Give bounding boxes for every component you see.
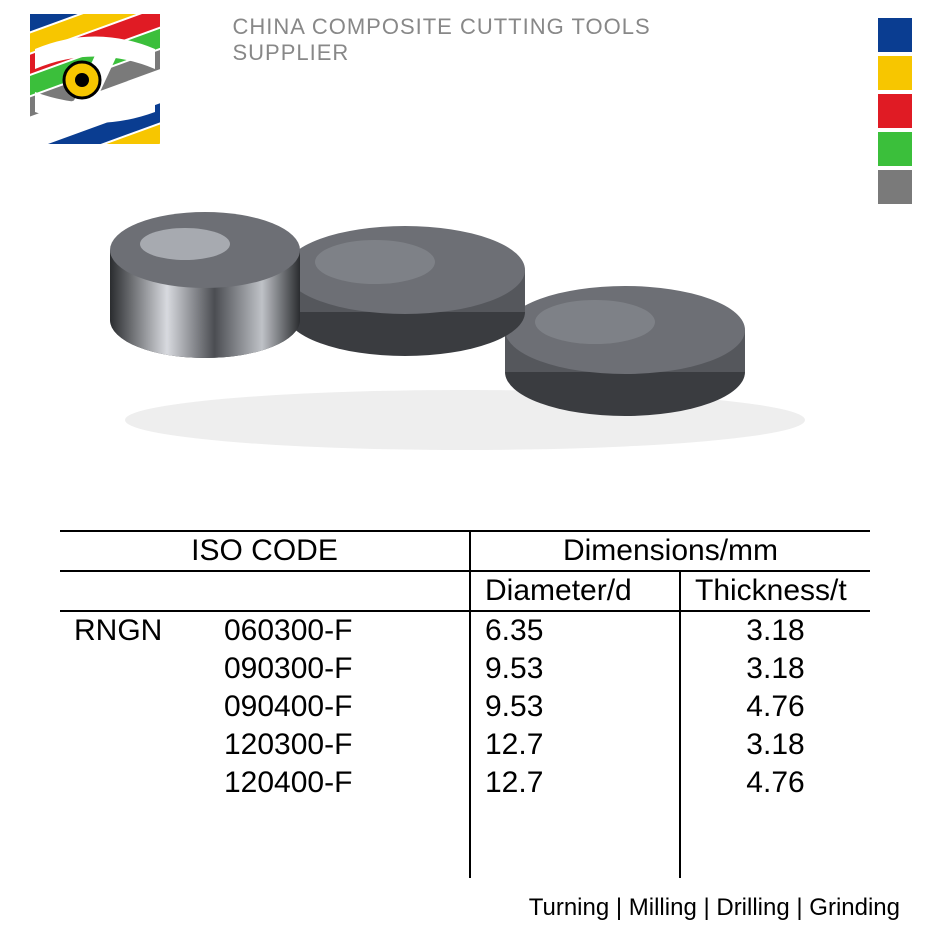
cell-code: 120400-F	[210, 764, 470, 802]
color-square-yellow	[878, 56, 912, 90]
cell-series: RNGN	[60, 611, 210, 650]
cell-t: 4.76	[680, 688, 870, 726]
th-diameter: Diameter/d	[470, 571, 680, 611]
th-thickness: Thickness/t	[680, 571, 870, 611]
cell-d: 9.53	[470, 688, 680, 726]
color-square-grey	[878, 170, 912, 204]
th-blank2	[210, 571, 470, 611]
color-legend	[878, 18, 912, 204]
color-square-red	[878, 94, 912, 128]
header-tagline: CHINA COMPOSITE CUTTING TOOLS SUPPLIER	[233, 14, 698, 66]
cell-d: 12.7	[470, 726, 680, 764]
th-dimensions: Dimensions/mm	[470, 531, 870, 571]
color-square-blue	[878, 18, 912, 52]
cell-d: 9.53	[470, 650, 680, 688]
product-image	[105, 100, 825, 480]
cell-d: 6.35	[470, 611, 680, 650]
cell-t: 4.76	[680, 764, 870, 802]
cell-t: 3.18	[680, 726, 870, 764]
footer-services: Turning | Milling | Drilling | Grinding	[529, 894, 900, 922]
cell-t: 3.18	[680, 650, 870, 688]
cell-code: 090400-F	[210, 688, 470, 726]
cell-code: 120300-F	[210, 726, 470, 764]
spec-table: ISO CODE Dimensions/mm Diameter/d Thickn…	[60, 530, 870, 878]
cell-d: 12.7	[470, 764, 680, 802]
cell-t: 3.18	[680, 611, 870, 650]
th-blank	[60, 571, 210, 611]
th-iso-code: ISO CODE	[60, 531, 470, 571]
cell-code: 060300-F	[210, 611, 470, 650]
cell-code: 090300-F	[210, 650, 470, 688]
color-square-green	[878, 132, 912, 166]
